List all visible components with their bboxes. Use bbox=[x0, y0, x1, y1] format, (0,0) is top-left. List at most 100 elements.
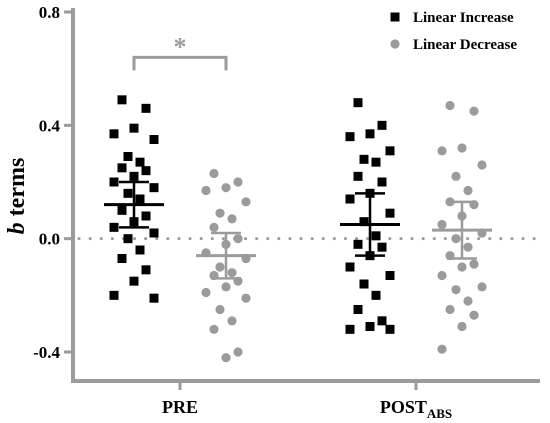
data-point-linear-increase bbox=[377, 120, 387, 130]
data-point-linear-increase bbox=[117, 95, 127, 105]
data-point-linear-increase bbox=[141, 265, 151, 275]
data-point-linear-increase bbox=[109, 290, 119, 300]
data-point-linear-increase bbox=[345, 194, 355, 204]
data-point-linear-increase bbox=[117, 163, 127, 173]
legend-label: Linear Increase bbox=[413, 10, 514, 26]
data-point-linear-decrease bbox=[209, 222, 219, 232]
y-tick-label: 0.4 bbox=[39, 116, 61, 135]
data-point-linear-decrease bbox=[457, 321, 467, 332]
data-point-linear-increase bbox=[109, 129, 119, 139]
legend-label: Linear Decrease bbox=[413, 37, 517, 53]
data-point-linear-increase bbox=[117, 254, 127, 263]
data-point-linear-increase bbox=[385, 146, 395, 156]
data-point-linear-increase bbox=[353, 239, 363, 249]
data-point-linear-increase bbox=[141, 166, 151, 176]
data-point-linear-increase bbox=[135, 157, 145, 167]
data-point-linear-decrease bbox=[227, 214, 237, 224]
data-point-linear-increase bbox=[129, 171, 139, 181]
significance-bracket bbox=[132, 55, 228, 71]
data-point-linear-decrease bbox=[241, 293, 251, 303]
data-point-linear-decrease bbox=[209, 324, 219, 334]
data-point-linear-decrease bbox=[451, 171, 461, 181]
significance-marker: * bbox=[174, 32, 187, 61]
data-point-linear-increase bbox=[149, 135, 159, 144]
data-point-linear-increase bbox=[149, 228, 159, 238]
data-point-linear-increase bbox=[365, 129, 375, 139]
data-point-linear-decrease bbox=[227, 268, 237, 278]
data-point-linear-decrease bbox=[437, 270, 447, 281]
data-point-linear-decrease bbox=[201, 185, 211, 196]
data-point-linear-increase bbox=[345, 262, 355, 272]
data-point-linear-decrease bbox=[457, 262, 467, 272]
data-point-linear-increase bbox=[149, 183, 159, 193]
data-point-linear-increase bbox=[141, 211, 151, 221]
data-point-linear-decrease bbox=[463, 242, 473, 252]
data-point-linear-decrease bbox=[201, 287, 211, 298]
data-point-linear-increase bbox=[385, 271, 395, 280]
data-point-linear-increase bbox=[109, 177, 119, 187]
data-point-linear-increase bbox=[345, 324, 355, 334]
x-category-label: POSTABS bbox=[380, 397, 452, 421]
y-axis-title: b terms bbox=[4, 158, 30, 235]
data-point-linear-decrease bbox=[437, 344, 447, 354]
data-point-linear-increase bbox=[371, 157, 381, 167]
data-point-linear-decrease bbox=[233, 347, 243, 357]
data-point-linear-increase bbox=[371, 231, 381, 241]
data-point-linear-decrease bbox=[469, 310, 479, 320]
data-point-linear-increase bbox=[345, 132, 355, 142]
data-point-linear-decrease bbox=[463, 296, 473, 306]
data-point-linear-decrease bbox=[227, 316, 237, 326]
data-point-linear-increase bbox=[359, 154, 369, 164]
data-point-linear-decrease bbox=[241, 197, 251, 207]
data-point-linear-decrease bbox=[457, 143, 467, 153]
data-point-linear-increase bbox=[123, 234, 133, 244]
data-point-linear-decrease bbox=[437, 219, 447, 230]
data-point-linear-increase bbox=[135, 245, 145, 255]
data-point-linear-decrease bbox=[215, 304, 225, 315]
data-point-linear-increase bbox=[353, 305, 363, 314]
data-point-linear-decrease bbox=[469, 259, 479, 269]
data-point-linear-decrease bbox=[233, 177, 243, 187]
data-point-linear-decrease bbox=[221, 353, 231, 363]
data-point-linear-increase bbox=[135, 194, 145, 204]
legend-marker-circle bbox=[390, 39, 400, 49]
x-category-label: PRE bbox=[162, 397, 198, 417]
data-point-linear-increase bbox=[129, 123, 139, 133]
data-point-linear-decrease bbox=[463, 185, 473, 196]
data-point-linear-decrease bbox=[477, 282, 487, 292]
data-point-linear-increase bbox=[117, 205, 127, 215]
data-point-linear-increase bbox=[377, 242, 387, 252]
data-point-linear-decrease bbox=[477, 160, 487, 170]
data-point-linear-increase bbox=[353, 171, 363, 181]
y-tick-label: -0.4 bbox=[33, 343, 60, 362]
data-point-linear-increase bbox=[141, 103, 151, 113]
data-point-linear-increase bbox=[149, 293, 159, 303]
y-tick-label: 0.0 bbox=[39, 230, 60, 249]
data-point-linear-increase bbox=[377, 316, 387, 326]
data-point-linear-increase bbox=[123, 152, 133, 161]
data-point-linear-increase bbox=[359, 217, 369, 227]
data-point-linear-decrease bbox=[451, 285, 461, 295]
data-point-linear-increase bbox=[371, 290, 381, 300]
data-point-linear-increase bbox=[365, 322, 375, 331]
legend-marker-square bbox=[390, 12, 400, 22]
data-point-linear-increase bbox=[359, 279, 369, 289]
data-point-linear-increase bbox=[377, 177, 387, 187]
data-point-linear-decrease bbox=[445, 100, 455, 111]
data-point-linear-decrease bbox=[209, 168, 219, 179]
data-point-linear-decrease bbox=[233, 234, 243, 244]
data-point-linear-decrease bbox=[221, 282, 231, 292]
data-point-linear-increase bbox=[353, 98, 363, 108]
data-point-linear-decrease bbox=[215, 262, 225, 272]
data-point-linear-decrease bbox=[451, 234, 461, 244]
data-point-linear-decrease bbox=[221, 183, 231, 193]
data-point-linear-increase bbox=[129, 276, 139, 286]
data-point-linear-increase bbox=[385, 324, 395, 334]
data-point-linear-increase bbox=[109, 222, 119, 232]
data-point-linear-decrease bbox=[215, 208, 225, 218]
data-point-linear-increase bbox=[123, 188, 133, 198]
data-point-linear-decrease bbox=[437, 146, 447, 156]
data-point-linear-increase bbox=[385, 208, 395, 218]
